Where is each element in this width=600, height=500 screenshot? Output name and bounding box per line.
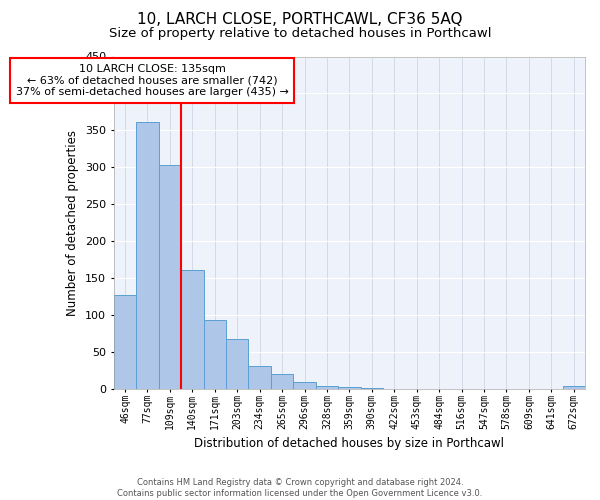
Bar [248,366,271,389]
Bar [563,386,585,389]
Bar [451,388,473,389]
Text: Contains HM Land Registry data © Crown copyright and database right 2024.
Contai: Contains HM Land Registry data © Crown c… [118,478,482,498]
Bar [428,388,451,389]
Bar [203,320,226,389]
Bar [338,387,361,389]
Bar [406,388,428,389]
Bar [361,388,383,389]
Bar [226,339,248,389]
Bar [316,386,338,389]
Bar [114,294,136,389]
Bar [136,122,158,389]
Bar [181,270,203,389]
Text: 10 LARCH CLOSE: 135sqm
← 63% of detached houses are smaller (742)
37% of semi-de: 10 LARCH CLOSE: 135sqm ← 63% of detached… [16,64,289,97]
Text: 10, LARCH CLOSE, PORTHCAWL, CF36 5AQ: 10, LARCH CLOSE, PORTHCAWL, CF36 5AQ [137,12,463,28]
Bar [473,388,495,389]
Bar [271,374,293,389]
Y-axis label: Number of detached properties: Number of detached properties [67,130,79,316]
X-axis label: Distribution of detached houses by size in Porthcawl: Distribution of detached houses by size … [194,437,505,450]
Bar [293,382,316,389]
Text: Size of property relative to detached houses in Porthcawl: Size of property relative to detached ho… [109,28,491,40]
Bar [158,165,181,389]
Bar [383,388,406,389]
